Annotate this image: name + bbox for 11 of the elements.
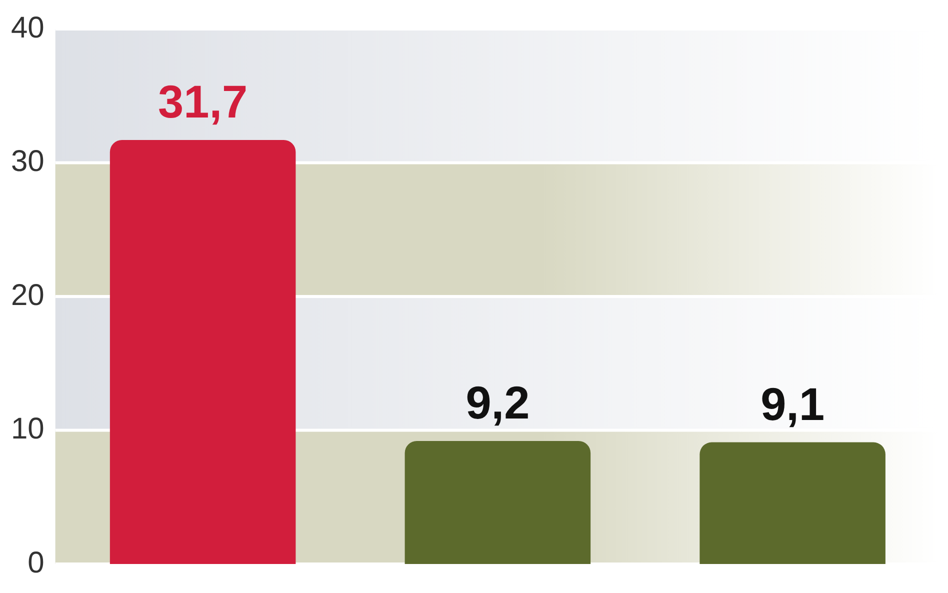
bar	[404, 440, 591, 564]
y-tick-label: 10	[10, 412, 44, 446]
data-label: 31,7	[158, 76, 248, 128]
y-tick-label: 20	[10, 278, 44, 312]
data-label: 9,1	[760, 378, 825, 430]
bar	[110, 140, 296, 564]
y-tick-label: 40	[10, 11, 44, 44]
bar	[700, 442, 886, 564]
data-label: 9,2	[466, 376, 530, 429]
y-tick-label: 30	[10, 145, 44, 178]
y-tick-label: 0	[28, 546, 44, 580]
